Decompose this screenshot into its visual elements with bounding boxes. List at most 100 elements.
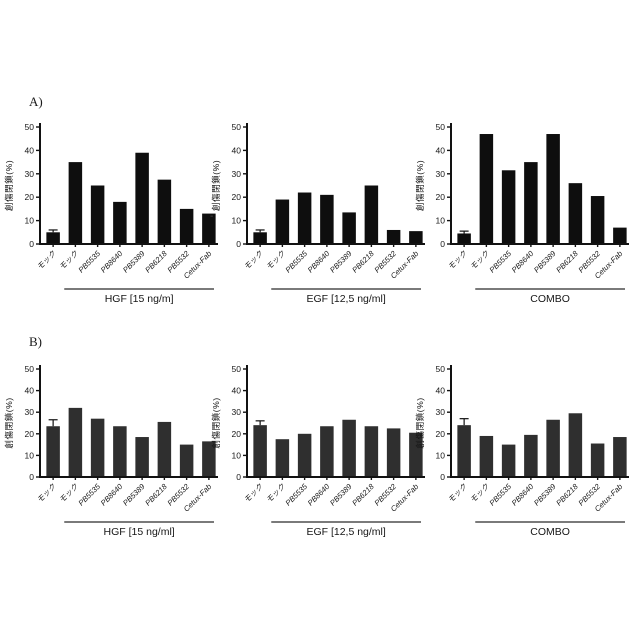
x-category-label: PB8640 [510, 482, 536, 508]
x-category-label: PB5389 [532, 482, 558, 508]
bar-PB6218 [157, 179, 172, 244]
y-axis-label: 創傷閉鎖(%) [3, 397, 14, 448]
bar-Cetux-Fab [613, 437, 627, 477]
x-category-label: PB5535 [284, 249, 310, 275]
bar-PB8640 [320, 194, 334, 244]
x-category-label: PB5535 [488, 482, 514, 508]
x-category-label: PB5389 [121, 249, 147, 275]
y-tick-label: 30 [232, 169, 242, 179]
x-category-label: PB6218 [143, 482, 169, 508]
y-tick-label: 40 [232, 386, 242, 396]
y-tick-label: 20 [25, 429, 35, 439]
bar-モック [275, 439, 290, 477]
bar-Cetux-Fab [202, 213, 216, 244]
stray-mark: - [210, 211, 214, 222]
x-category-label: PB8640 [99, 482, 125, 508]
bar-モック [253, 425, 267, 477]
panel-b-label: B) [29, 334, 42, 349]
y-tick-label: 50 [25, 122, 35, 132]
bar-PB5532 [386, 428, 401, 477]
chart-b-hgf: 創傷閉鎖(%) 0 10 20 30 40 50 モック モック PB5535 PB8640 PB53… [0, 350, 228, 555]
y-tick-label: 30 [25, 169, 35, 179]
x-category-label: PB5535 [488, 249, 514, 275]
chart-a-egf: 創傷閉鎖(%) 0 10 20 30 40 50 モック モック PB5535 PB8640 PB53… [207, 108, 435, 313]
bar-モック [46, 426, 60, 477]
y-axis-label: 創傷閉鎖(%) [210, 397, 221, 448]
y-axis-label: 創傷閉鎖(%) [414, 160, 425, 211]
bar-Cetux-Fab [613, 227, 627, 244]
x-category-label: モック [242, 249, 265, 272]
x-category-label: モック [446, 482, 469, 505]
y-tick-label: 20 [232, 192, 242, 202]
x-category-label: PB8640 [99, 249, 125, 275]
x-category-label: PB6218 [350, 249, 376, 275]
bar-モック [457, 233, 471, 244]
bar-PB5532 [179, 208, 194, 244]
x-category-label: PB8640 [306, 482, 332, 508]
group-label: EGF [12,5 ng/ml] [306, 526, 385, 538]
y-tick-label: 10 [436, 450, 446, 460]
bar-PB5532 [590, 196, 605, 244]
bar-モック [457, 425, 471, 477]
y-tick-label: 0 [236, 239, 241, 249]
y-tick-label: 40 [25, 145, 35, 155]
x-category-label: PB6218 [554, 482, 580, 508]
y-tick-label: 40 [436, 145, 446, 155]
y-tick-label: 10 [25, 450, 35, 460]
bar-PB6218 [364, 426, 379, 477]
bar-PB5535 [297, 433, 312, 477]
y-tick-label: 40 [436, 386, 446, 396]
x-category-label: PB6218 [554, 249, 580, 275]
y-tick-label: 50 [25, 364, 35, 374]
panel-a-label: A) [29, 94, 43, 109]
y-tick-label: 10 [232, 450, 242, 460]
group-label: EGF [12,5 ng/ml] [306, 293, 385, 305]
x-category-label: PB5535 [77, 249, 103, 275]
bar-モック [479, 134, 494, 244]
y-tick-label: 20 [436, 429, 446, 439]
group-label: COMBO [530, 526, 570, 538]
y-tick-label: 0 [29, 239, 34, 249]
bar-PB6218 [364, 185, 379, 244]
y-tick-label: 50 [436, 364, 446, 374]
y-tick-label: 30 [436, 407, 446, 417]
y-tick-label: 30 [436, 169, 446, 179]
bar-PB6218 [568, 183, 583, 244]
x-category-label: PB8640 [510, 249, 536, 275]
bar-PB8640 [524, 434, 538, 477]
y-axis-label: 創傷閉鎖(%) [210, 160, 221, 211]
bar-PB5389 [546, 134, 560, 244]
x-category-label: PB6218 [143, 249, 169, 275]
x-category-label: PB5389 [328, 482, 354, 508]
x-category-label: モック [446, 249, 469, 272]
x-category-label: PB8640 [306, 249, 332, 275]
y-tick-label: 0 [440, 239, 445, 249]
y-tick-label: 0 [29, 472, 34, 482]
bar-モック [275, 199, 290, 244]
bar-モック [68, 407, 83, 477]
x-category-label: PB5389 [328, 249, 354, 275]
bar-PB5389 [135, 437, 149, 477]
bar-モック [46, 232, 60, 244]
bar-Cetux-Fab [202, 441, 216, 477]
bar-PB5532 [386, 229, 401, 244]
bar-モック [253, 232, 267, 244]
bar-PB5532 [590, 443, 605, 477]
bar-PB5532 [179, 444, 194, 477]
y-tick-label: 10 [436, 216, 446, 226]
bar-PB5389 [342, 419, 356, 477]
y-tick-label: 0 [440, 472, 445, 482]
panel-b-chart-row: 創傷閉鎖(%) 0 10 20 30 40 50 モック モック PB5535 PB8640 PB53… [0, 350, 640, 560]
y-tick-label: 50 [232, 122, 242, 132]
bar-モック [479, 435, 494, 477]
chart-b-egf: 創傷閉鎖(%) 0 10 20 30 40 50 モック モック PB5535 PB8640 PB53… [207, 350, 435, 555]
bar-Cetux-Fab [409, 432, 423, 477]
bar-モック [68, 162, 83, 244]
group-label: HGF [15 ng/m] [105, 293, 174, 305]
